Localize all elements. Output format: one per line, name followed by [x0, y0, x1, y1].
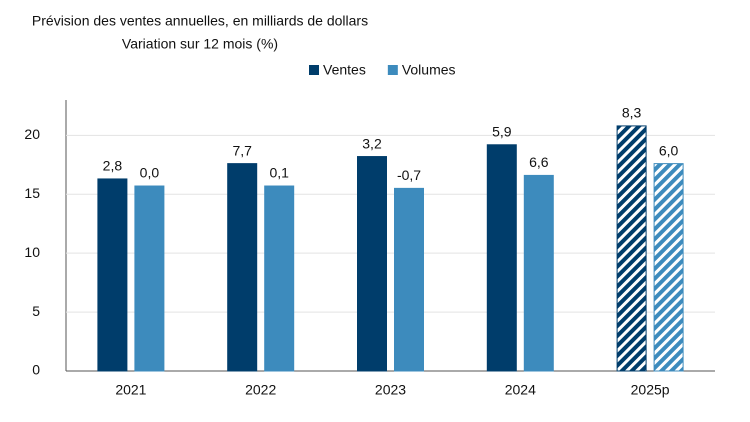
- x-tick-label: 2022: [245, 382, 276, 398]
- data-label: 6,6: [529, 154, 549, 170]
- data-label: -0,7: [397, 167, 421, 183]
- x-tick-label: 2021: [115, 382, 146, 398]
- y-tick-label: 5: [32, 303, 40, 319]
- y-tick-label: 20: [24, 126, 40, 142]
- bar: [486, 144, 517, 372]
- bar: [653, 163, 684, 372]
- x-tick-label: 2024: [505, 382, 536, 398]
- bar: [357, 156, 387, 372]
- data-label: 0,1: [269, 165, 289, 181]
- legend-swatch: [309, 65, 319, 75]
- y-tick-label: 10: [24, 244, 40, 260]
- data-label: 0,0: [140, 165, 160, 181]
- chart-title: Prévision des ventes annuelles, en milli…: [32, 13, 368, 29]
- legend-label: Volumes: [402, 62, 456, 78]
- bar: [264, 185, 295, 372]
- x-tick-label: 2023: [375, 382, 406, 398]
- data-label: 6,0: [659, 142, 679, 158]
- data-label: 2,8: [103, 158, 123, 174]
- bar: [616, 125, 647, 372]
- legend-label: Ventes: [323, 62, 366, 78]
- bar: [394, 187, 424, 372]
- y-tick-label: 0: [32, 362, 40, 378]
- chart-subtitle: Variation sur 12 mois (%): [122, 36, 278, 52]
- x-tick-label: 2025p: [631, 382, 670, 398]
- data-label: 3,2: [362, 135, 382, 151]
- data-label: 5,9: [492, 123, 512, 139]
- data-label: 8,3: [622, 105, 642, 121]
- bar: [227, 163, 258, 372]
- data-label: 7,7: [232, 142, 252, 158]
- legend-swatch: [387, 65, 398, 75]
- bar: [523, 174, 554, 372]
- bar: [134, 185, 165, 372]
- bar: [97, 178, 128, 372]
- y-tick-label: 15: [24, 185, 40, 201]
